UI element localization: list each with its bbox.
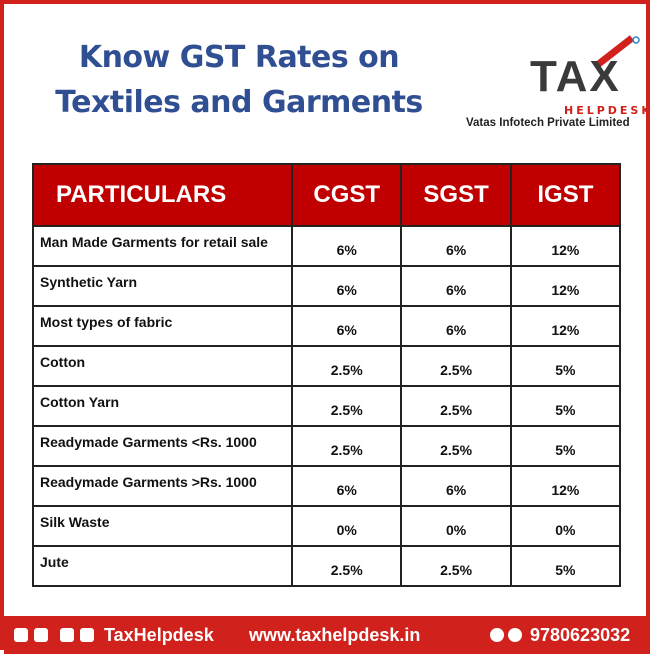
logo-company: Vatas Infotech Private Limited xyxy=(466,117,630,129)
phone[interactable]: 9780623032 xyxy=(530,625,631,645)
header-row: PARTICULARS CGST SGST IGST xyxy=(32,163,622,227)
rate-cell: 5% xyxy=(509,545,622,587)
table-row: Synthetic Yarn 6% 6% 12% xyxy=(32,265,622,307)
table-row: Silk Waste 0% 0% 0% xyxy=(32,505,622,547)
rate-cell: 5% xyxy=(509,345,622,387)
particular-cell: Synthetic Yarn xyxy=(32,265,293,307)
rate-cell: 6% xyxy=(290,305,403,347)
title-line: Textiles and Garments xyxy=(55,85,423,120)
social-handle[interactable]: TaxHelpdesk xyxy=(104,625,214,645)
table-row: Jute 2.5% 2.5% 5% xyxy=(32,545,622,587)
table-row: Readymade Garments >Rs. 1000 6% 6% 12% xyxy=(32,465,622,507)
rates-table: PARTICULARS CGST SGST IGST Man Made Garments… xyxy=(32,163,622,587)
table-row: Most types of fabric 6% 6% 12% xyxy=(32,305,622,347)
rate-cell: 12% xyxy=(509,465,622,507)
rate-cell: 6% xyxy=(400,465,512,507)
rate-cell: 6% xyxy=(400,265,512,307)
logo-sub: HELPDESK xyxy=(564,104,650,117)
facebook-icon[interactable] xyxy=(14,628,28,642)
rate-cell: 2.5% xyxy=(400,425,512,467)
table-row: Cotton 2.5% 2.5% 5% xyxy=(32,345,622,387)
rate-cell: 6% xyxy=(400,305,512,347)
rate-cell: 5% xyxy=(509,385,622,427)
instagram-icon[interactable] xyxy=(34,628,48,642)
rate-cell: 0% xyxy=(509,505,622,547)
particular-cell: Readymade Garments >Rs. 1000 xyxy=(32,465,293,507)
title-line: Know GST Rates on xyxy=(78,40,400,75)
linkedin-icon[interactable] xyxy=(60,628,74,642)
rate-cell: 6% xyxy=(400,225,512,267)
logo-mark xyxy=(593,35,640,69)
rate-cell: 6% xyxy=(290,465,403,507)
particular-cell: Silk Waste xyxy=(32,505,293,547)
header-cell: CGST xyxy=(290,163,403,227)
particular-cell: Cotton Yarn xyxy=(32,385,293,427)
table-row: Readymade Garments <Rs. 1000 2.5% 2.5% 5% xyxy=(32,425,622,467)
rate-cell: 6% xyxy=(290,225,403,267)
rate-cell: 12% xyxy=(509,225,622,267)
particular-cell: Readymade Garments <Rs. 1000 xyxy=(32,425,293,467)
particular-cell: Jute xyxy=(32,545,293,587)
rate-cell: 5% xyxy=(509,425,622,467)
rate-cell: 2.5% xyxy=(400,545,512,587)
rate-cell: 12% xyxy=(509,305,622,347)
table-row: Man Made Garments for retail sale 6% 6% 12% xyxy=(32,225,622,267)
rate-cell: 2.5% xyxy=(290,545,403,587)
whatsapp-icon[interactable] xyxy=(490,628,504,642)
rate-cell: 0% xyxy=(400,505,512,547)
rate-cell: 2.5% xyxy=(290,385,403,427)
rate-cell: 2.5% xyxy=(290,425,403,467)
rate-cell: 12% xyxy=(509,265,622,307)
rate-cell: 2.5% xyxy=(290,345,403,387)
website[interactable]: www.taxhelpdesk.in xyxy=(249,625,421,645)
rate-cell: 0% xyxy=(290,505,403,547)
header-cell: IGST xyxy=(509,163,622,227)
table-row: Cotton Yarn 2.5% 2.5% 5% xyxy=(32,385,622,427)
logo-brand: TAX xyxy=(530,52,621,101)
header-cell: SGST xyxy=(400,163,512,227)
phone-icon[interactable] xyxy=(508,628,522,642)
rate-cell: 6% xyxy=(290,265,403,307)
rate-cell: 2.5% xyxy=(400,385,512,427)
footer: TaxHelpdesk www.taxhelpdesk.in 978062303… xyxy=(4,616,650,654)
particular-cell: Man Made Garments for retail sale xyxy=(32,225,293,267)
header-cell: PARTICULARS xyxy=(32,163,293,227)
twitter-icon[interactable] xyxy=(80,628,94,642)
particular-cell: Cotton xyxy=(32,345,293,387)
rate-cell: 2.5% xyxy=(400,345,512,387)
particular-cell: Most types of fabric xyxy=(32,305,293,347)
